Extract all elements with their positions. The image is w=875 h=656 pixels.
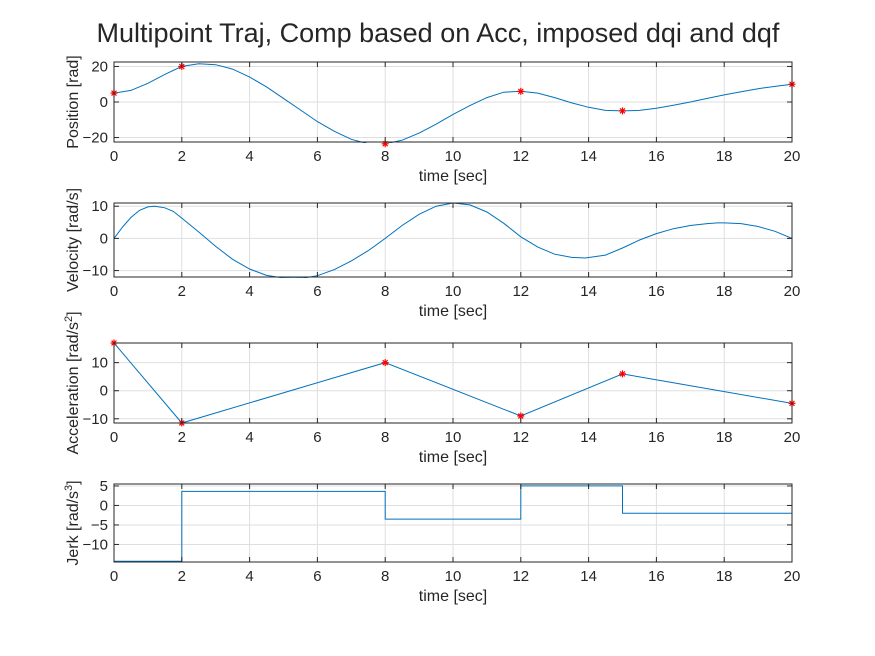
x-tick-label: 18 [716, 568, 733, 585]
x-tick-label: 16 [648, 568, 665, 585]
x-tick-label: 20 [784, 283, 801, 300]
x-tick-label: 8 [381, 568, 389, 585]
y-tick-label: 0 [100, 230, 108, 247]
x-tick-label: 0 [110, 429, 118, 446]
x-tick-label: 14 [580, 429, 597, 446]
data-point-marker [619, 107, 626, 115]
y-tick-label: −20 [83, 130, 108, 147]
x-axis-label: time [sec] [419, 449, 487, 466]
x-tick-label: 4 [245, 148, 253, 165]
x-tick-label: 12 [512, 148, 529, 165]
x-tick-label: 18 [716, 148, 733, 165]
y-axis-label: Position [rad] [65, 55, 82, 148]
y-tick-label: 0 [100, 497, 108, 514]
y-tick-label: 5 [100, 478, 108, 495]
x-tick-label: 8 [381, 429, 389, 446]
y-tick-label: 20 [91, 58, 108, 75]
marker-stroke [619, 371, 626, 377]
x-tick-label: 6 [313, 148, 321, 165]
data-point-marker [381, 359, 389, 367]
marker-stroke [619, 108, 626, 114]
x-axis-label: time [sec] [419, 168, 487, 185]
x-tick-label: 10 [445, 148, 462, 165]
x-tick-label: 0 [110, 283, 118, 300]
x-tick-label: 14 [580, 568, 597, 585]
x-tick-label: 4 [245, 429, 253, 446]
x-tick-label: 14 [580, 283, 597, 300]
y-axis-label: Acceleration [rad/s2] [63, 311, 82, 454]
x-tick-label: 16 [648, 429, 665, 446]
x-tick-label: 6 [313, 568, 321, 585]
series-line [114, 342, 792, 424]
x-axis-label: time [sec] [419, 303, 487, 320]
y-tick-label: −10 [83, 536, 108, 553]
x-tick-label: 8 [381, 283, 389, 300]
marker-stroke [517, 88, 524, 95]
x-tick-label: 0 [110, 568, 118, 585]
x-tick-label: 6 [313, 283, 321, 300]
x-tick-label: 12 [512, 568, 529, 585]
x-tick-label: 2 [178, 148, 186, 165]
y-tick-label: 10 [91, 355, 108, 372]
x-tick-label: 10 [445, 429, 462, 446]
data-point-marker [517, 87, 525, 95]
marker-stroke [382, 359, 389, 366]
y-tick-label: −10 [83, 411, 108, 428]
x-tick-label: 16 [648, 148, 665, 165]
x-tick-label: 10 [445, 283, 462, 300]
x-tick-label: 18 [716, 429, 733, 446]
y-tick-label: 10 [91, 198, 108, 215]
x-tick-label: 0 [110, 148, 118, 165]
x-tick-label: 4 [245, 283, 253, 300]
subplot-4: 0 2 4 6 8 10 12 14 16 18 20 −10 −5 0 5 time [sec] Jerk [… [63, 478, 800, 605]
x-axis-label: time [sec] [419, 588, 487, 605]
series-line [114, 485, 792, 562]
x-tick-label: 4 [245, 568, 253, 585]
x-tick-label: 18 [716, 283, 733, 300]
marker-stroke [517, 413, 524, 419]
series-line [114, 63, 792, 143]
x-tick-label: 12 [512, 283, 529, 300]
x-tick-label: 20 [784, 148, 801, 165]
data-point-marker [619, 370, 626, 378]
y-tick-label: 0 [100, 94, 108, 111]
x-tick-label: 16 [648, 283, 665, 300]
y-tick-label: 0 [100, 383, 108, 400]
x-tick-label: 8 [381, 148, 389, 165]
x-tick-label: 14 [580, 148, 597, 165]
x-tick-label: 2 [178, 429, 186, 446]
series-line [114, 202, 792, 278]
x-tick-label: 12 [512, 429, 529, 446]
x-tick-label: 20 [784, 568, 801, 585]
x-tick-label: 10 [445, 568, 462, 585]
y-tick-label: −5 [91, 517, 108, 534]
x-tick-label: 6 [313, 429, 321, 446]
x-tick-label: 2 [178, 283, 186, 300]
y-axis-label: Jerk [rad/s3] [63, 480, 82, 565]
y-axis-label: Velocity [rad/s] [65, 188, 82, 292]
figure-title: Multipoint Traj, Comp based on Acc, impo… [97, 18, 780, 48]
y-tick-label: −10 [83, 263, 108, 280]
x-tick-label: 20 [784, 429, 801, 446]
x-tick-label: 2 [178, 568, 186, 585]
